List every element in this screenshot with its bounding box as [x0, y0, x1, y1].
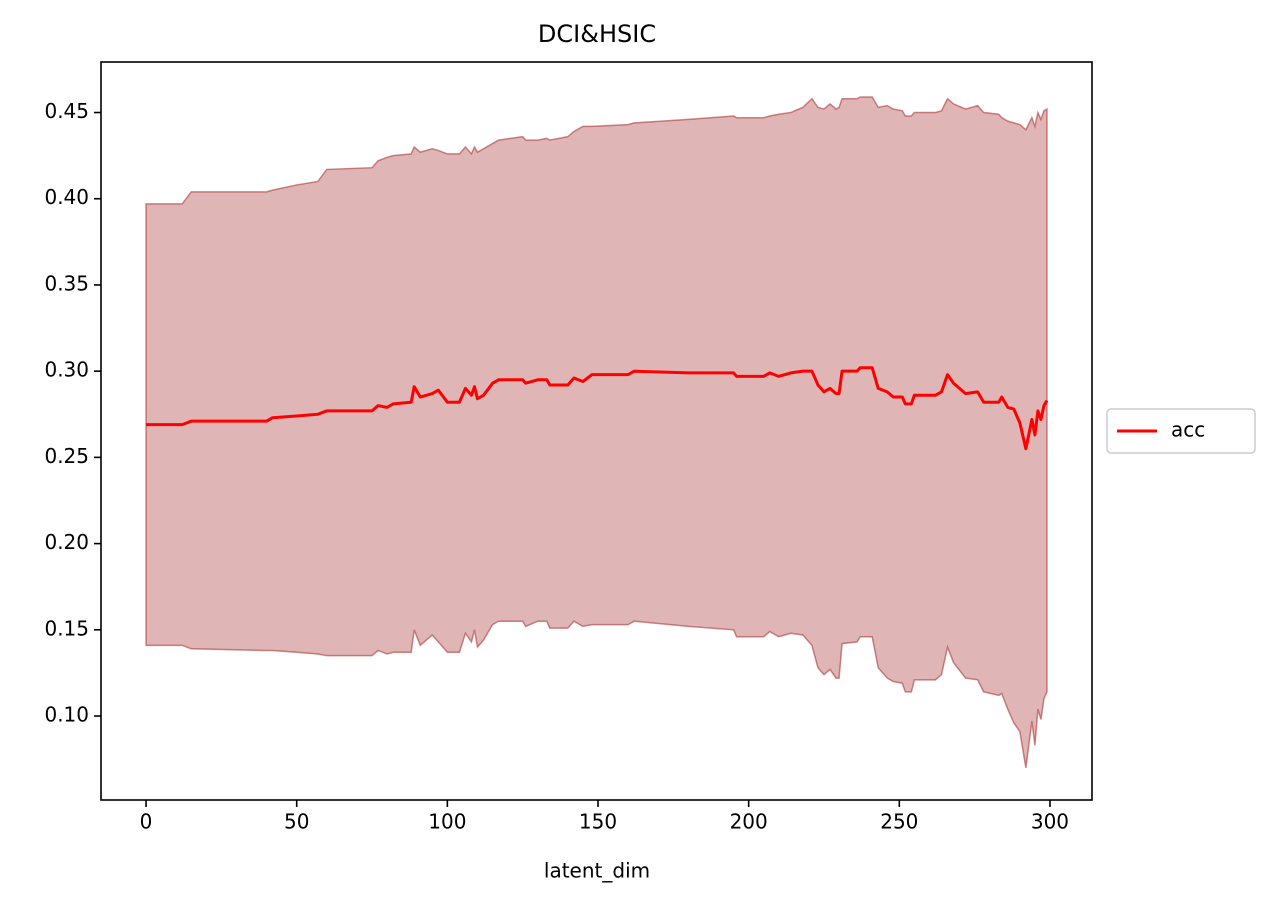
x-tick-label: 0	[140, 810, 153, 834]
line	[146, 366, 1049, 451]
x-tick-label: 200	[730, 810, 768, 834]
band	[145, 96, 1048, 768]
y-tick-label: 0.20	[44, 530, 89, 554]
y-tick-label: 0.15	[44, 616, 89, 640]
chart-title: DCI&HSIC	[538, 20, 656, 48]
y-tick-label: 0.40	[44, 185, 89, 209]
legend-label: acc	[1171, 418, 1205, 442]
x-tick-label: 150	[579, 810, 617, 834]
y-tick-label: 0.45	[44, 99, 89, 123]
y-tick-label: 0.35	[44, 271, 89, 295]
y-tick-label: 0.30	[44, 358, 89, 382]
x-tick-label: 250	[880, 810, 918, 834]
y-tick-label: 0.10	[44, 703, 89, 727]
x-tick-label: 100	[428, 810, 466, 834]
x-tick-label: 50	[284, 810, 309, 834]
x-tick-label: 300	[1031, 810, 1069, 834]
legend-box	[1106, 408, 1256, 454]
y-tick-label: 0.25	[44, 444, 89, 468]
plot-frame	[100, 61, 1093, 801]
x-axis-label: latent_dim	[544, 859, 650, 883]
